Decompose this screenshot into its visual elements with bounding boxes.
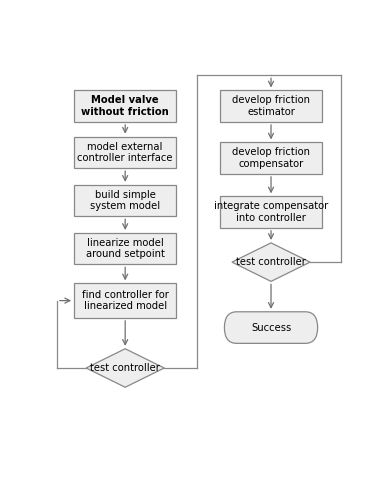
Text: model external
controller interface: model external controller interface [78, 142, 173, 163]
Text: Success: Success [251, 322, 291, 332]
FancyBboxPatch shape [74, 136, 176, 168]
FancyBboxPatch shape [74, 284, 176, 318]
FancyBboxPatch shape [74, 184, 176, 216]
Text: integrate compensator
into controller: integrate compensator into controller [214, 202, 328, 223]
Text: develop friction
estimator: develop friction estimator [232, 96, 310, 117]
FancyBboxPatch shape [74, 90, 176, 122]
Polygon shape [86, 349, 164, 387]
FancyBboxPatch shape [220, 142, 322, 174]
Text: linearize model
around setpoint: linearize model around setpoint [86, 238, 165, 260]
Text: test controller: test controller [236, 257, 306, 267]
Polygon shape [232, 243, 310, 282]
FancyBboxPatch shape [74, 233, 176, 264]
FancyBboxPatch shape [220, 90, 322, 122]
Text: develop friction
compensator: develop friction compensator [232, 148, 310, 169]
Text: test controller: test controller [90, 363, 160, 373]
FancyBboxPatch shape [224, 312, 318, 344]
FancyBboxPatch shape [220, 196, 322, 228]
Text: find controller for
linearized model: find controller for linearized model [82, 290, 169, 312]
Text: build simple
system model: build simple system model [90, 190, 160, 212]
Text: Model valve
without friction: Model valve without friction [81, 96, 169, 117]
